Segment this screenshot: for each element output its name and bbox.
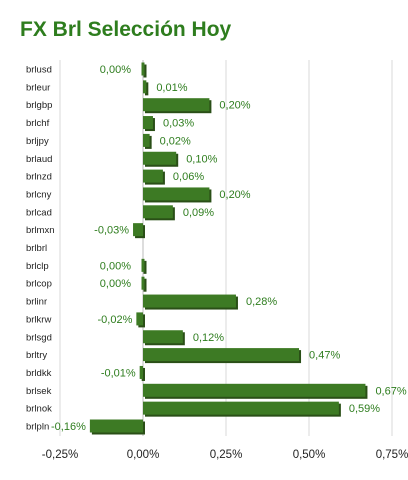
category-label: brlbrl	[26, 243, 47, 254]
category-label: brlmxn	[26, 225, 55, 236]
value-label: 0,12%	[193, 332, 224, 344]
bar	[141, 258, 145, 272]
bar-shadow	[145, 82, 149, 96]
bar	[141, 276, 145, 290]
category-label: brljpy	[26, 136, 49, 147]
bar-shadow	[143, 260, 147, 274]
category-label: brlnok	[26, 404, 52, 415]
value-label: -0,02%	[98, 314, 133, 326]
gridlines	[59, 60, 393, 436]
bar	[143, 348, 300, 362]
category-label: brlaud	[26, 154, 52, 165]
category-label: brlcny	[26, 189, 52, 200]
bar	[136, 312, 143, 326]
bar	[143, 187, 210, 201]
bar	[89, 419, 143, 433]
value-label: 0,00%	[100, 278, 131, 290]
category-label: brlkrw	[26, 314, 51, 325]
bar-shadow	[143, 278, 147, 292]
value-label: 0,01%	[156, 82, 187, 94]
bar-shadow	[143, 64, 147, 78]
category-label: brlnzd	[26, 172, 52, 183]
x-tick-label: 0,75%	[376, 449, 408, 461]
category-label: brlgbp	[26, 100, 52, 111]
value-label: 0,10%	[186, 153, 217, 165]
x-tick-label: 0,50%	[293, 449, 326, 461]
bar	[143, 80, 147, 94]
category-label: brltry	[26, 350, 47, 361]
bar	[143, 401, 339, 415]
bar	[143, 116, 153, 130]
bars	[89, 62, 368, 435]
value-label: 0,20%	[219, 189, 250, 201]
bar	[143, 294, 236, 308]
bar	[143, 205, 173, 219]
x-tick-label: 0,25%	[210, 449, 243, 461]
value-label: 0,20%	[219, 100, 250, 112]
bar	[143, 330, 183, 344]
category-label: brlcad	[26, 207, 52, 218]
bar-shadow	[141, 367, 145, 381]
category-label: brldkk	[26, 368, 52, 379]
chart-title: FX Brl Selección Hoy	[20, 18, 232, 41]
x-tick-label: -0,25%	[42, 449, 78, 461]
category-label: brlpln	[26, 422, 49, 433]
bar	[133, 223, 143, 237]
category-labels: brlusd brleur brlgbp brlchf brljpy brlaud brln…	[26, 65, 55, 433]
value-label: 0,67%	[375, 385, 406, 397]
x-tick-label: 0,00%	[127, 449, 160, 461]
category-label: brlclp	[26, 261, 49, 272]
value-label: -0,16%	[51, 421, 86, 433]
value-label: -0,01%	[101, 367, 136, 379]
bar	[143, 98, 210, 112]
category-label: brlinr	[26, 297, 47, 308]
bar	[143, 133, 150, 147]
bar	[143, 169, 163, 183]
category-label: brlsgd	[26, 332, 52, 343]
value-label: 0,47%	[309, 350, 340, 362]
x-tick-labels: -0,25% 0,00% 0,25% 0,50% 0,75%	[42, 449, 408, 461]
value-label: 0,59%	[349, 403, 380, 415]
value-label: 0,00%	[100, 260, 131, 272]
category-label: brlchf	[26, 118, 50, 129]
value-label: -0,03%	[94, 225, 129, 237]
bar	[141, 62, 145, 76]
value-label: 0,09%	[183, 207, 214, 219]
value-label: 0,06%	[173, 171, 204, 183]
value-labels: 0,00% 0,01% 0,20% 0,03% 0,02% 0,10% 0,06% 0,20%…	[51, 64, 407, 433]
bar	[139, 365, 143, 379]
bar	[143, 151, 177, 165]
category-label: brleur	[26, 82, 50, 93]
value-label: 0,02%	[160, 135, 191, 147]
category-label: brlcop	[26, 279, 52, 290]
value-label: 0,00%	[100, 64, 131, 76]
value-label: 0,03%	[163, 118, 194, 130]
value-label: 0,28%	[246, 296, 277, 308]
bar	[143, 383, 366, 397]
category-label: brlsek	[26, 386, 52, 397]
category-label: brlusd	[26, 65, 52, 76]
